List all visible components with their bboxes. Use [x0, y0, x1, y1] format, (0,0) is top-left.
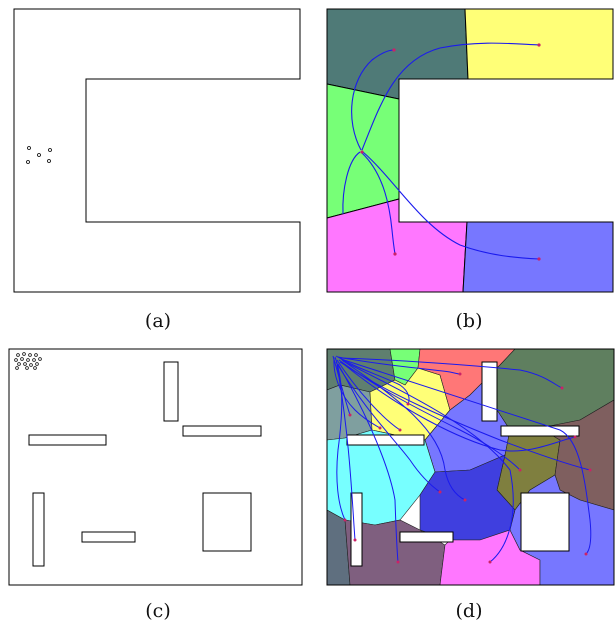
trajectory: [361, 42, 540, 151]
obstacle: [28, 434, 107, 446]
agent-marker: [34, 353, 38, 357]
agent-marker: [23, 362, 27, 366]
environment-boundary: [326, 8, 614, 293]
trajectory: [337, 363, 399, 563]
agent-marker: [48, 148, 52, 152]
obstacle: [399, 531, 454, 543]
goal-marker: [573, 435, 577, 439]
agent-marker: [35, 362, 39, 366]
voronoi-region: [327, 509, 351, 585]
agent-marker: [15, 366, 19, 370]
trajectory: [339, 357, 563, 389]
goal-markers: [343, 372, 592, 564]
agent-marker: [26, 160, 30, 164]
trajectory: [351, 49, 395, 151]
goal-marker: [588, 468, 592, 472]
goal-marker: [537, 43, 541, 47]
goal-marker: [537, 257, 541, 261]
trajectory: [338, 359, 521, 471]
agent-marker: [26, 358, 30, 362]
agent-marker: [20, 357, 24, 361]
agent-marker: [25, 366, 29, 370]
trajectory: [341, 359, 466, 501]
agent-marker: [28, 353, 32, 357]
trajectory: [332, 355, 351, 416]
caption-c: (c): [145, 600, 171, 622]
trajectory: [340, 361, 576, 452]
agent-marker: [37, 153, 41, 157]
agent-markers: [14, 352, 42, 370]
obstacle: [481, 361, 498, 422]
goal-marker: [396, 560, 400, 564]
obstacle: [520, 492, 570, 552]
obstacle: [182, 425, 262, 437]
goal-marker: [488, 560, 492, 564]
caption-b: (b): [455, 310, 483, 332]
agent-marker: [33, 366, 37, 370]
trajectory: [334, 356, 346, 521]
trajectory: [333, 357, 381, 429]
trajectory: [342, 151, 361, 215]
obstacles: [28, 361, 262, 567]
agent-marker: [16, 353, 20, 357]
agent-trajectories: [332, 355, 592, 563]
trajectory: [339, 361, 591, 471]
goal-marker: [353, 538, 357, 542]
agent-marker: [32, 358, 36, 362]
obstacle: [500, 425, 580, 437]
goal-marker: [458, 372, 462, 376]
agent-trajectories: [342, 42, 540, 260]
obstacles: [346, 361, 580, 567]
trajectory: [335, 355, 410, 405]
obstacle: [350, 492, 363, 567]
agent-marker: [47, 159, 51, 163]
trajectory: [336, 359, 401, 431]
agent-marker: [29, 363, 33, 367]
goal-marker: [378, 426, 382, 430]
goal-marker: [560, 386, 564, 390]
goal-marker: [463, 498, 467, 502]
environment-boundary: [13, 8, 301, 293]
caption-a: (a): [144, 310, 172, 332]
goal-marker: [398, 428, 402, 432]
obstacle: [346, 434, 425, 446]
goal-marker: [360, 150, 364, 154]
agent-markers: [26, 146, 52, 164]
agent-marker: [14, 358, 18, 362]
agent-marker: [38, 357, 42, 361]
trajectory: [342, 360, 514, 563]
environment-boundary: [326, 348, 615, 586]
goal-markers: [360, 43, 541, 261]
caption-d: (d): [455, 600, 483, 622]
trajectory: [361, 152, 396, 255]
goal-marker: [393, 252, 397, 256]
obstacle: [81, 531, 136, 543]
goal-marker: [518, 468, 522, 472]
goal-marker: [406, 402, 410, 406]
agent-marker: [22, 352, 26, 356]
agent-marker: [27, 146, 31, 150]
goal-marker: [392, 48, 396, 52]
obstacle: [202, 492, 252, 552]
trajectory: [362, 151, 540, 260]
environment-boundary: [8, 348, 303, 586]
trajectory: [337, 356, 461, 375]
goal-marker: [438, 490, 442, 494]
agent-marker: [17, 362, 21, 366]
goal-marker: [584, 552, 588, 556]
obstacle: [163, 361, 179, 422]
trajectory: [335, 361, 441, 493]
goal-marker: [348, 413, 352, 417]
trajectory: [340, 358, 592, 555]
goal-marker: [343, 518, 347, 522]
obstacle: [32, 492, 45, 567]
